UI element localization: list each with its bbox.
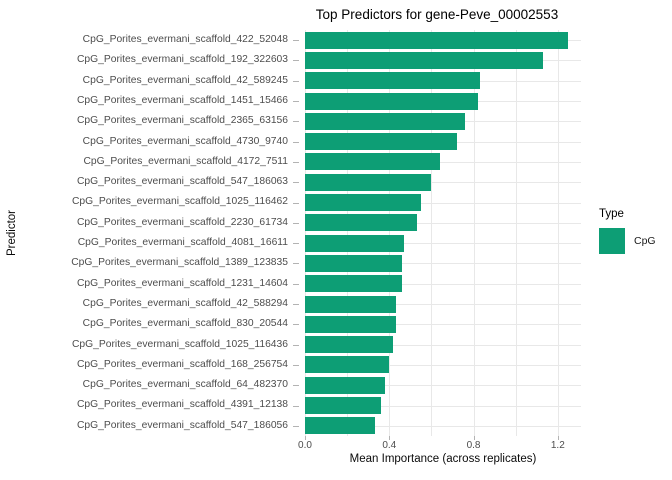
bar	[305, 376, 386, 394]
x-tick	[389, 436, 391, 440]
gridline-horizontal	[305, 385, 581, 387]
y-tick	[293, 101, 299, 103]
legend-item: CpG	[599, 228, 656, 254]
gridline-horizontal	[305, 283, 581, 285]
y-axis-label: CpG_Porites_evermani_scaffold_4730_9740	[82, 135, 288, 147]
y-tick	[293, 40, 299, 42]
bar	[305, 112, 466, 130]
plot-panel	[305, 30, 581, 436]
gridline-vertical	[389, 30, 391, 436]
gridline-horizontal	[305, 324, 581, 326]
y-axis-label: CpG_Porites_evermani_scaffold_192_322603	[76, 54, 288, 66]
gridline-horizontal	[305, 182, 581, 184]
gridline-horizontal	[305, 161, 581, 163]
y-axis-label: CpG_Porites_evermani_scaffold_2230_61734	[76, 216, 288, 228]
bar	[305, 51, 544, 69]
bar	[305, 173, 432, 191]
x-tick-label: 0.0	[298, 440, 312, 451]
y-tick	[293, 243, 299, 245]
x-tick-label: 0.4	[382, 440, 397, 451]
gridline-horizontal	[305, 364, 581, 366]
bar	[305, 234, 405, 252]
x-tick-label: 1.2	[550, 440, 565, 451]
y-tick	[293, 385, 299, 387]
y-axis-label: CpG_Porites_evermani_scaffold_4391_12138	[76, 399, 288, 411]
gridline-horizontal	[305, 202, 581, 204]
y-tick	[293, 425, 299, 427]
x-tick	[473, 436, 475, 440]
y-axis-label: CpG_Porites_evermani_scaffold_1231_14604	[76, 277, 288, 289]
y-tick	[293, 80, 299, 82]
bar	[305, 92, 478, 110]
y-axis-label: CpG_Porites_evermani_scaffold_830_20544	[82, 318, 288, 330]
gridline-vertical	[473, 30, 475, 436]
y-axis-label: CpG_Porites_evermani_scaffold_168_256754	[76, 358, 288, 370]
x-tick-label: 0.8	[466, 440, 481, 451]
y-axis-label: CpG_Porites_evermani_scaffold_547_186056	[76, 419, 288, 431]
y-tick	[293, 202, 299, 204]
x-tick	[557, 436, 559, 440]
bar	[305, 315, 396, 333]
gridline-horizontal	[305, 304, 581, 306]
bar	[305, 336, 394, 354]
legend: Type CpG	[599, 208, 656, 254]
bar	[305, 194, 421, 212]
gridline-horizontal	[305, 243, 581, 245]
y-tick	[293, 60, 299, 62]
y-tick	[293, 324, 299, 326]
legend-swatch	[599, 228, 625, 254]
y-axis-label: CpG_Porites_evermani_scaffold_547_186063	[76, 176, 288, 188]
y-tick	[293, 222, 299, 224]
y-axis-label: CpG_Porites_evermani_scaffold_1389_12383…	[71, 257, 288, 269]
bar	[305, 72, 480, 90]
x-tick	[305, 436, 306, 440]
bar	[305, 214, 417, 232]
y-tick	[293, 283, 299, 285]
gridline-horizontal	[305, 425, 581, 427]
gridline-horizontal	[305, 344, 581, 346]
y-tick	[293, 263, 299, 265]
y-axis-label: CpG_Porites_evermani_scaffold_1025_11643…	[71, 338, 288, 350]
y-axis-label: CpG_Porites_evermani_scaffold_2365_63156	[76, 115, 288, 127]
y-axis-label: CpG_Porites_evermani_scaffold_64_482370	[82, 379, 288, 391]
bar	[305, 153, 440, 171]
x-axis-title: Mean Importance (across replicates)	[349, 453, 537, 465]
y-tick	[293, 182, 299, 184]
bar	[305, 356, 390, 374]
y-axis-label: CpG_Porites_evermani_scaffold_4081_16611	[77, 237, 288, 248]
y-tick	[293, 141, 299, 143]
gridline-vertical	[305, 30, 306, 436]
y-axis-labels: CpG_Porites_evermani_scaffold_422_52048 C…	[0, 30, 288, 436]
y-tick	[293, 364, 299, 366]
bar	[305, 295, 396, 313]
legend-title: Type	[599, 208, 624, 220]
bar	[305, 417, 375, 435]
y-tick	[293, 344, 299, 346]
y-tick	[293, 304, 299, 306]
y-axis-label: CpG_Porites_evermani_scaffold_422_52048	[82, 34, 288, 45]
gridline-horizontal	[305, 405, 581, 407]
gridline-horizontal	[305, 263, 581, 265]
bar	[305, 31, 569, 49]
bar	[305, 133, 457, 151]
y-tick	[293, 405, 299, 407]
y-axis-label: CpG_Porites_evermani_scaffold_4172_7511	[83, 155, 288, 167]
legend-label: CpG	[634, 235, 656, 247]
gridline-horizontal	[305, 222, 581, 224]
y-axis-label: CpG_Porites_evermani_scaffold_1451_15466	[76, 94, 288, 106]
gridline-vertical	[431, 30, 433, 436]
y-axis-label: CpG_Porites_evermani_scaffold_42_589245	[82, 74, 288, 86]
gridline-vertical	[347, 30, 349, 436]
gridline-vertical	[557, 30, 559, 436]
chart-title: Top Predictors for gene-Peve_00002553	[315, 7, 559, 22]
y-axis-label: CpG_Porites_evermani_scaffold_42_588294	[82, 297, 288, 309]
y-tick	[293, 121, 299, 123]
bar	[305, 397, 381, 415]
bar	[305, 275, 402, 293]
y-axis-label: CpG_Porites_evermani_scaffold_1025_11646…	[71, 196, 288, 208]
bar	[305, 254, 402, 272]
y-tick	[293, 161, 299, 163]
gridline-vertical	[515, 30, 517, 436]
